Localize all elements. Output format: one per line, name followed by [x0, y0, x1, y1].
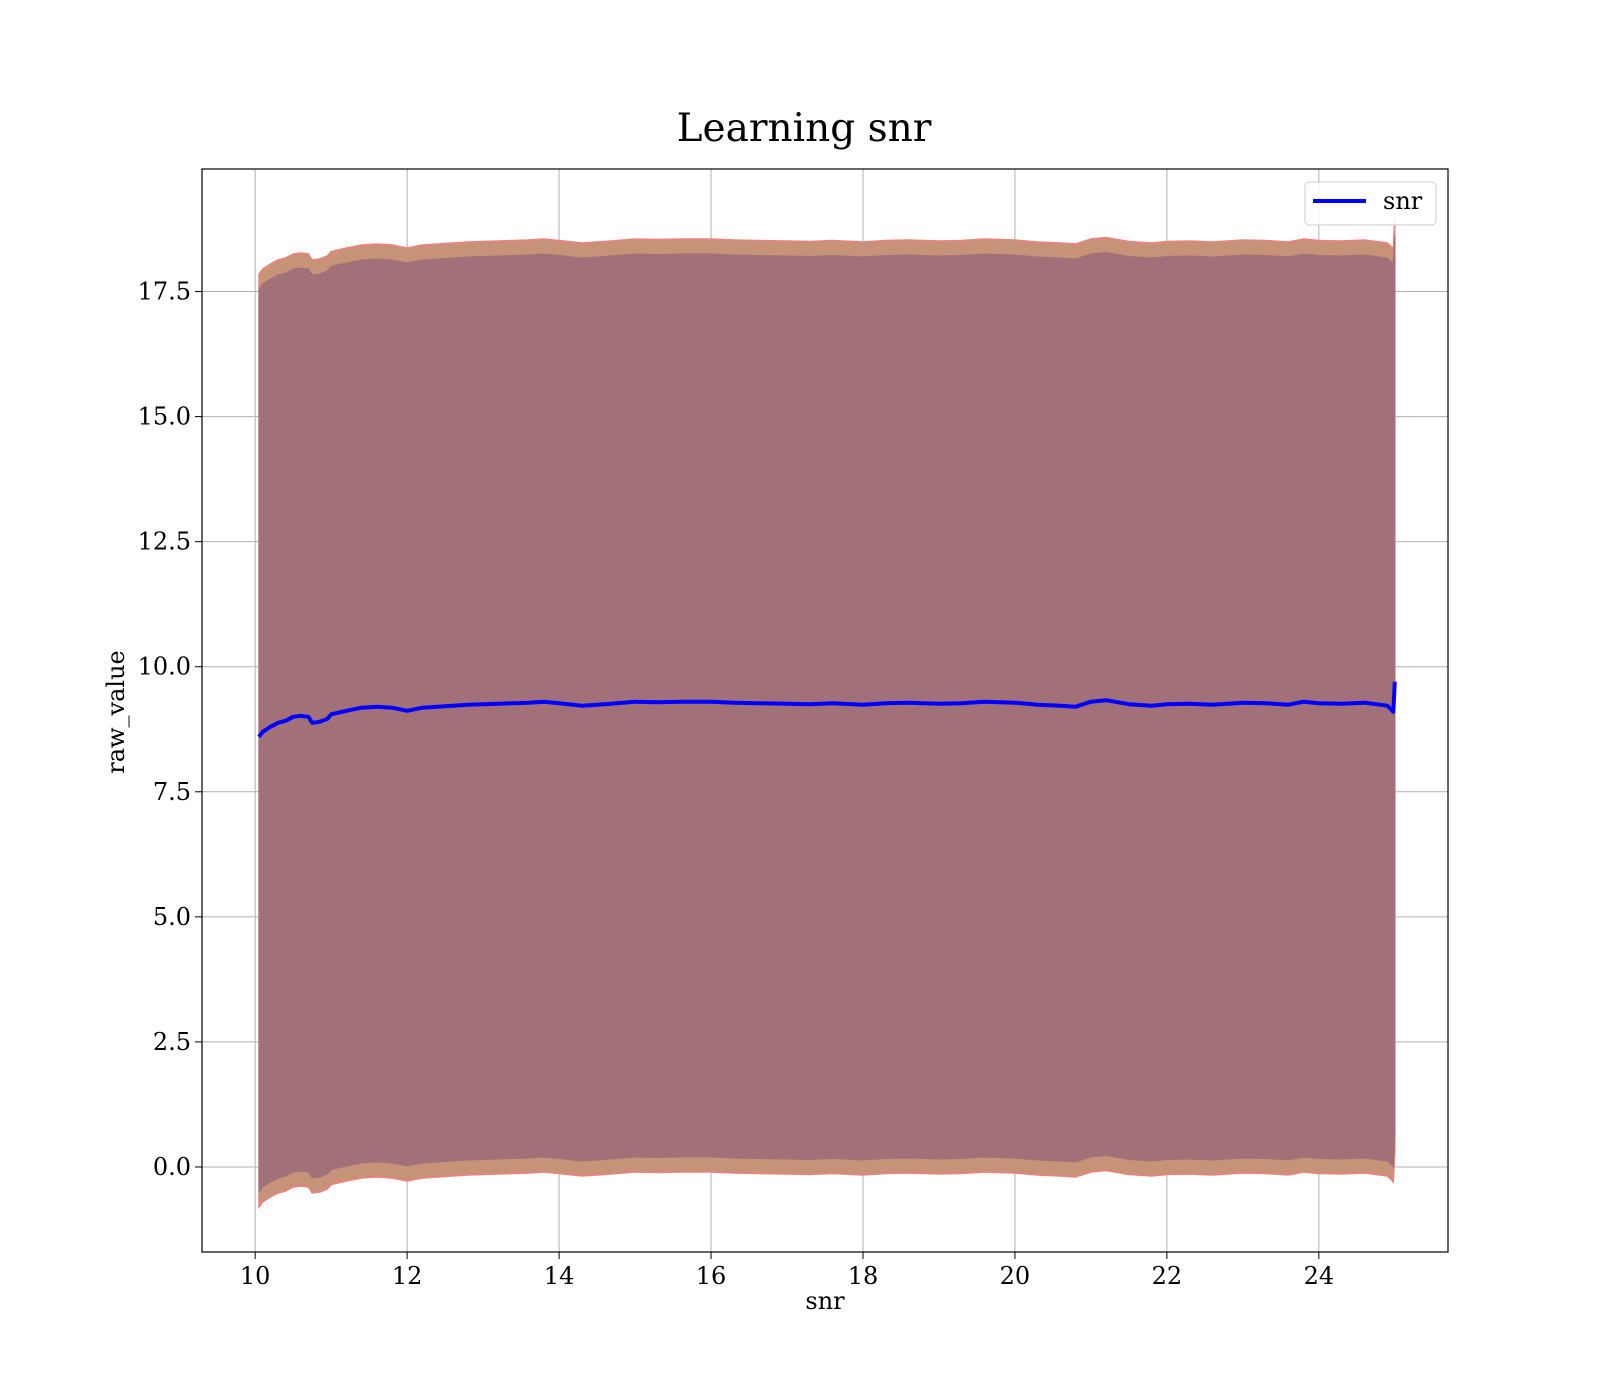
confidence-bands [258, 218, 1396, 1210]
y-tick-label: 12.5 [138, 528, 191, 556]
y-axis-ticks: 0.0 2.5 5.0 7.5 10.0 12.5 15.0 17.5 [138, 278, 202, 1181]
y-tick-label: 15.0 [138, 403, 191, 431]
series-line-snr [257, 681, 1397, 739]
series-lines [257, 681, 1397, 739]
y-axis-label: raw_value [102, 650, 130, 774]
plot-area [202, 169, 1448, 1252]
x-axis-ticks: 10 12 14 16 18 20 22 24 [240, 1252, 1334, 1290]
legend-box [1304, 181, 1437, 226]
chart-title: Learning snr [677, 106, 932, 151]
x-tick-label: 14 [544, 1262, 575, 1290]
inner-confidence-band [258, 233, 1396, 1194]
x-tick-label: 22 [1152, 1262, 1183, 1290]
x-tick-label: 24 [1304, 1262, 1335, 1290]
x-tick-label: 18 [848, 1262, 879, 1290]
y-tick-label: 0.0 [153, 1153, 191, 1181]
y-tick-label: 17.5 [138, 278, 191, 306]
x-tick-label: 20 [1000, 1262, 1031, 1290]
axes-frame [201, 168, 1449, 1253]
x-axis-label: snr [805, 1287, 845, 1315]
y-tick-label: 7.5 [153, 778, 191, 806]
y-tick-label: 10.0 [138, 653, 191, 681]
y-tick-label: 5.0 [153, 903, 191, 931]
x-tick-label: 10 [240, 1262, 271, 1290]
x-tick-label: 12 [392, 1262, 423, 1290]
y-tick-label: 2.5 [153, 1028, 191, 1056]
legend-label-snr: snr [1383, 187, 1423, 215]
x-tick-label: 16 [696, 1262, 727, 1290]
legend: snr [1304, 181, 1437, 226]
